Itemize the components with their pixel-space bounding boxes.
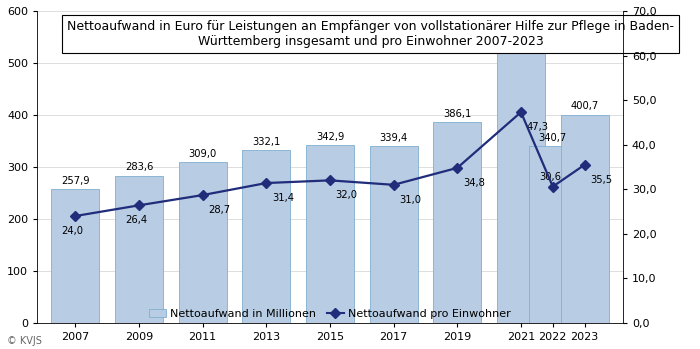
Text: 31,0: 31,0 xyxy=(399,195,421,205)
Bar xyxy=(529,146,577,323)
Text: © KVJS: © KVJS xyxy=(7,335,42,346)
Legend: Nettoaufwand in Millionen, Nettoaufwand pro Einwohner: Nettoaufwand in Millionen, Nettoaufwand … xyxy=(144,305,515,324)
Bar xyxy=(370,147,417,323)
Text: 26,4: 26,4 xyxy=(125,215,147,225)
Text: 339,4: 339,4 xyxy=(379,133,408,143)
Text: Nettoaufwand in Euro für Leistungen an Empfänger von vollstationärer Hilfe zur P: Nettoaufwand in Euro für Leistungen an E… xyxy=(67,20,675,48)
Text: 30,6: 30,6 xyxy=(539,172,561,182)
Text: 283,6: 283,6 xyxy=(125,162,153,172)
Text: 257,9: 257,9 xyxy=(61,176,90,186)
Text: 28,7: 28,7 xyxy=(208,205,230,215)
Bar xyxy=(51,189,99,323)
Bar xyxy=(433,122,481,323)
Text: 332,1: 332,1 xyxy=(252,137,281,147)
Text: 34,8: 34,8 xyxy=(463,178,484,188)
Bar xyxy=(115,176,163,323)
Bar xyxy=(242,150,290,323)
Bar xyxy=(497,50,545,323)
Text: 309,0: 309,0 xyxy=(188,149,217,159)
Bar xyxy=(306,145,354,323)
Bar xyxy=(561,114,608,323)
Text: 386,1: 386,1 xyxy=(443,109,472,119)
Bar xyxy=(178,162,227,323)
Text: 35,5: 35,5 xyxy=(590,175,612,185)
Text: 24,0: 24,0 xyxy=(62,226,83,236)
Text: 340,7: 340,7 xyxy=(539,133,567,143)
Text: 524,8: 524,8 xyxy=(507,37,536,47)
Text: 342,9: 342,9 xyxy=(316,132,344,142)
Text: 47,3: 47,3 xyxy=(526,122,549,132)
Text: 31,4: 31,4 xyxy=(272,193,294,203)
Text: 400,7: 400,7 xyxy=(570,102,598,111)
Text: 32,0: 32,0 xyxy=(335,191,358,200)
